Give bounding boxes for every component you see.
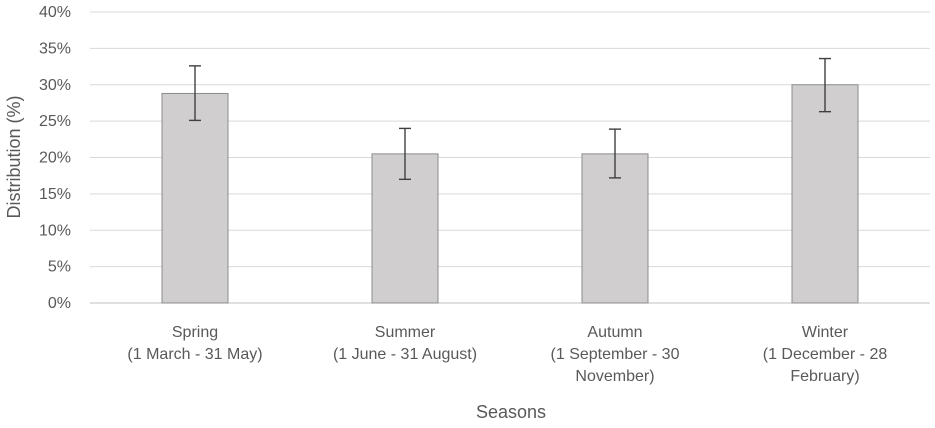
error-bar <box>189 65 201 122</box>
x-axis-categories: Spring (1 March - 31 May) Summer (1 June - … <box>127 324 887 385</box>
x-category-label-line: Winter <box>802 324 849 341</box>
bar <box>791 84 859 304</box>
x-category-label-line: February) <box>790 368 859 385</box>
y-tick-label: 30% <box>39 77 71 94</box>
y-tick-label: 0% <box>48 295 71 312</box>
bar <box>161 92 229 304</box>
error-bar <box>819 57 831 113</box>
y-axis-ticks: 0% 5% 10% 15% 20% 25% 30% 35% 40% <box>39 4 71 312</box>
x-category-label: Winter (1 December - 28 February) <box>763 324 888 385</box>
x-category-label-line: (1 December - 28 <box>763 346 888 363</box>
error-bar <box>399 127 411 181</box>
bar <box>581 153 649 304</box>
y-tick-label: 5% <box>48 259 71 276</box>
x-axis-title: Seasons <box>476 402 546 422</box>
x-category-label-line: (1 March - 31 May) <box>127 346 262 363</box>
x-category-label: Summer (1 June - 31 August) <box>333 324 477 363</box>
y-tick-label: 15% <box>39 186 71 203</box>
error-bars <box>189 57 831 181</box>
x-category-label-line: (1 September - 30 <box>551 346 680 363</box>
x-category-label: Spring (1 March - 31 May) <box>127 324 262 363</box>
y-tick-label: 40% <box>39 4 71 21</box>
x-category-label: Autumn (1 September - 30 November) <box>551 324 680 385</box>
y-tick-label: 20% <box>39 150 71 167</box>
gridlines <box>90 11 930 304</box>
bars <box>161 84 859 304</box>
x-category-label-line: Autumn <box>587 324 642 341</box>
x-category-label-line: Spring <box>172 324 218 341</box>
error-bar <box>609 128 621 179</box>
x-category-label-line: (1 June - 31 August) <box>333 346 477 363</box>
y-tick-label: 10% <box>39 222 71 239</box>
x-category-label-line: Summer <box>375 324 436 341</box>
y-axis-title: Distribution (%) <box>4 95 24 218</box>
x-category-label-line: November) <box>575 368 654 385</box>
y-tick-label: 35% <box>39 40 71 57</box>
y-tick-label: 25% <box>39 113 71 130</box>
